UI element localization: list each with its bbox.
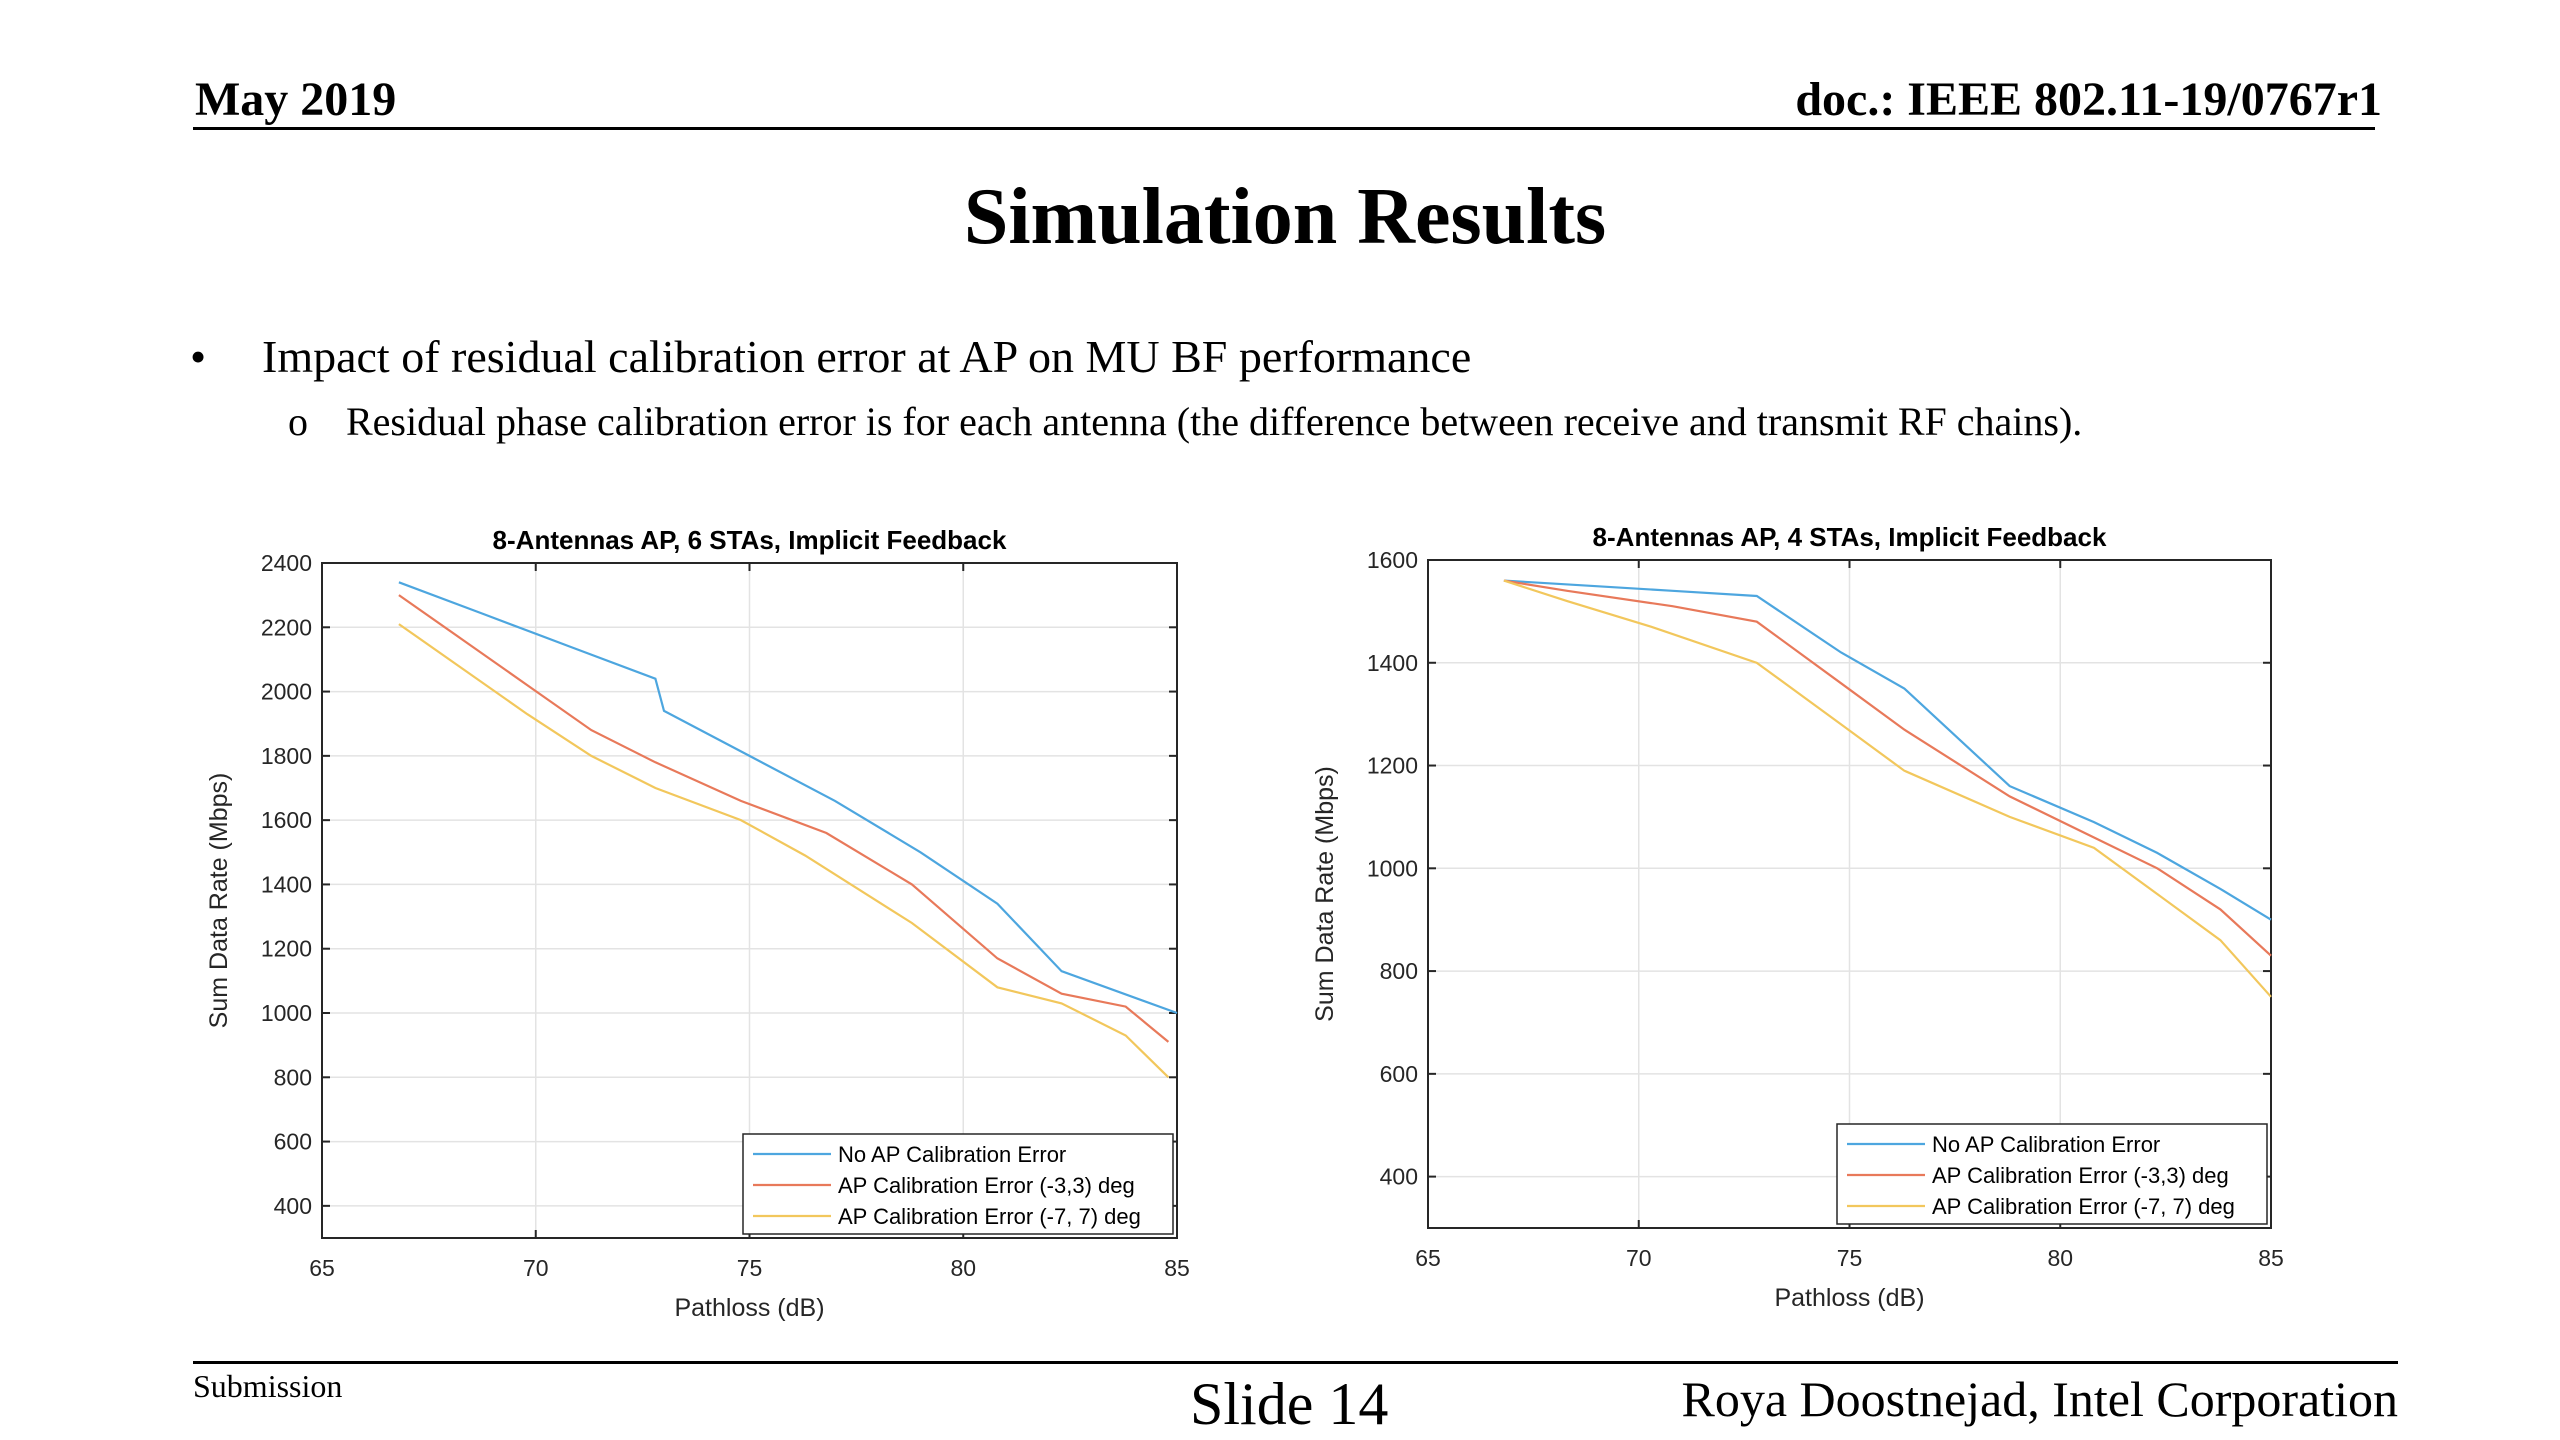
- legend-label-1: No AP Calibration Error: [1932, 1132, 2160, 1157]
- y-axis-label: Sum Data Rate (Mbps): [205, 773, 233, 1029]
- chart-6-stas: 65 70 75 80 85 400 600 800 1000 1200 1400 1600 1800 2…: [205, 525, 1190, 1322]
- x-tick-label: 80: [950, 1255, 976, 1281]
- y-tick-label: 1400: [261, 871, 312, 897]
- series-line-1: [398, 581, 1178, 1015]
- bullet-sub-text: Residual phase calibration error is for …: [346, 399, 2083, 444]
- bullet-main-marker: •: [190, 331, 207, 382]
- chart-title: 8-Antennas AP, 4 STAs, Implicit Feedback: [1593, 522, 2107, 552]
- y-tick-label: 1400: [1367, 650, 1418, 676]
- legend-label-2: AP Calibration Error (-3,3) deg: [1932, 1163, 2229, 1188]
- footer-slide-number: Slide 14: [1190, 1371, 1389, 1437]
- y-tick-label: 2000: [261, 679, 312, 705]
- series-line-3: [1503, 579, 2272, 998]
- x-axis-label: Pathloss (dB): [1774, 1284, 1924, 1312]
- y-tick-label: 1000: [261, 1000, 312, 1026]
- x-tick-label: 75: [737, 1255, 763, 1281]
- header-divider: [193, 127, 2375, 130]
- y-tick-label: 400: [274, 1193, 312, 1219]
- series-line-2: [398, 594, 1170, 1043]
- x-tick-label: 70: [523, 1255, 549, 1281]
- series-line-2: [1503, 579, 2272, 957]
- chart-4-stas: 65 70 75 80 85 400 600 800 1000 1200 1400 1600 8-Ant…: [1311, 522, 2284, 1312]
- y-tick-label: 2200: [261, 614, 312, 640]
- series-line-1: [1503, 579, 2272, 921]
- x-tick-label: 75: [1837, 1245, 1863, 1271]
- y-tick-label: 600: [274, 1129, 312, 1155]
- series-line-3: [398, 623, 1170, 1079]
- x-tick-label: 65: [309, 1255, 335, 1281]
- header-doc-id: doc.: IEEE 802.11-19/0767r1: [1795, 73, 2382, 126]
- slide-title: Simulation Results: [963, 173, 1607, 261]
- legend-label-2: AP Calibration Error (-3,3) deg: [838, 1173, 1135, 1198]
- x-tick-label: 80: [2047, 1245, 2073, 1271]
- x-axis-label: Pathloss (dB): [674, 1294, 824, 1322]
- y-tick-label: 1200: [261, 936, 312, 962]
- chart-title: 8-Antennas AP, 6 STAs, Implicit Feedback: [493, 525, 1007, 555]
- y-tick-label: 600: [1380, 1061, 1418, 1087]
- header-date: May 2019: [195, 73, 397, 126]
- y-tick-label: 1200: [1367, 753, 1418, 779]
- footer-author: Roya Doostnejad, Intel Corporation: [1681, 1371, 2398, 1427]
- y-tick-label: 400: [1380, 1164, 1418, 1190]
- x-tick-label: 85: [1164, 1255, 1190, 1281]
- y-axis-label: Sum Data Rate (Mbps): [1311, 766, 1339, 1022]
- bullet-sub-marker: o: [288, 399, 308, 444]
- y-tick-label: 1600: [261, 807, 312, 833]
- y-tick-label: 1800: [261, 743, 312, 769]
- x-tick-label: 65: [1415, 1245, 1441, 1271]
- legend-label-3: AP Calibration Error (-7, 7) deg: [838, 1204, 1141, 1229]
- y-tick-label: 800: [274, 1064, 312, 1090]
- x-tick-label: 85: [2258, 1245, 2284, 1271]
- legend-label-3: AP Calibration Error (-7, 7) deg: [1932, 1194, 2235, 1219]
- y-tick-label: 1000: [1367, 855, 1418, 881]
- y-tick-label: 800: [1380, 958, 1418, 984]
- y-tick-label: 2400: [261, 550, 312, 576]
- footer-submission: Submission: [193, 1368, 343, 1404]
- x-tick-label: 70: [1626, 1245, 1652, 1271]
- footer-divider: [193, 1361, 2398, 1364]
- legend-label-1: No AP Calibration Error: [838, 1142, 1066, 1167]
- y-tick-label: 1600: [1367, 547, 1418, 573]
- bullet-main-text: Impact of residual calibration error at …: [262, 331, 1472, 382]
